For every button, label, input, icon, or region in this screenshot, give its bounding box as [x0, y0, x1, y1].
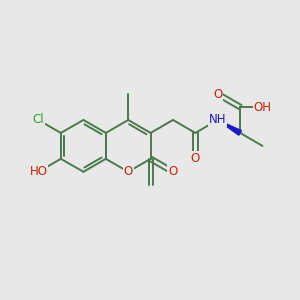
- Polygon shape: [218, 120, 242, 135]
- Text: OH: OH: [254, 100, 272, 113]
- Text: O: O: [124, 165, 133, 178]
- Text: NH: NH: [209, 113, 226, 127]
- Text: HO: HO: [29, 165, 47, 178]
- Text: Cl: Cl: [33, 113, 44, 127]
- Text: O: O: [191, 152, 200, 165]
- Text: O: O: [168, 165, 178, 178]
- Text: O: O: [213, 88, 222, 100]
